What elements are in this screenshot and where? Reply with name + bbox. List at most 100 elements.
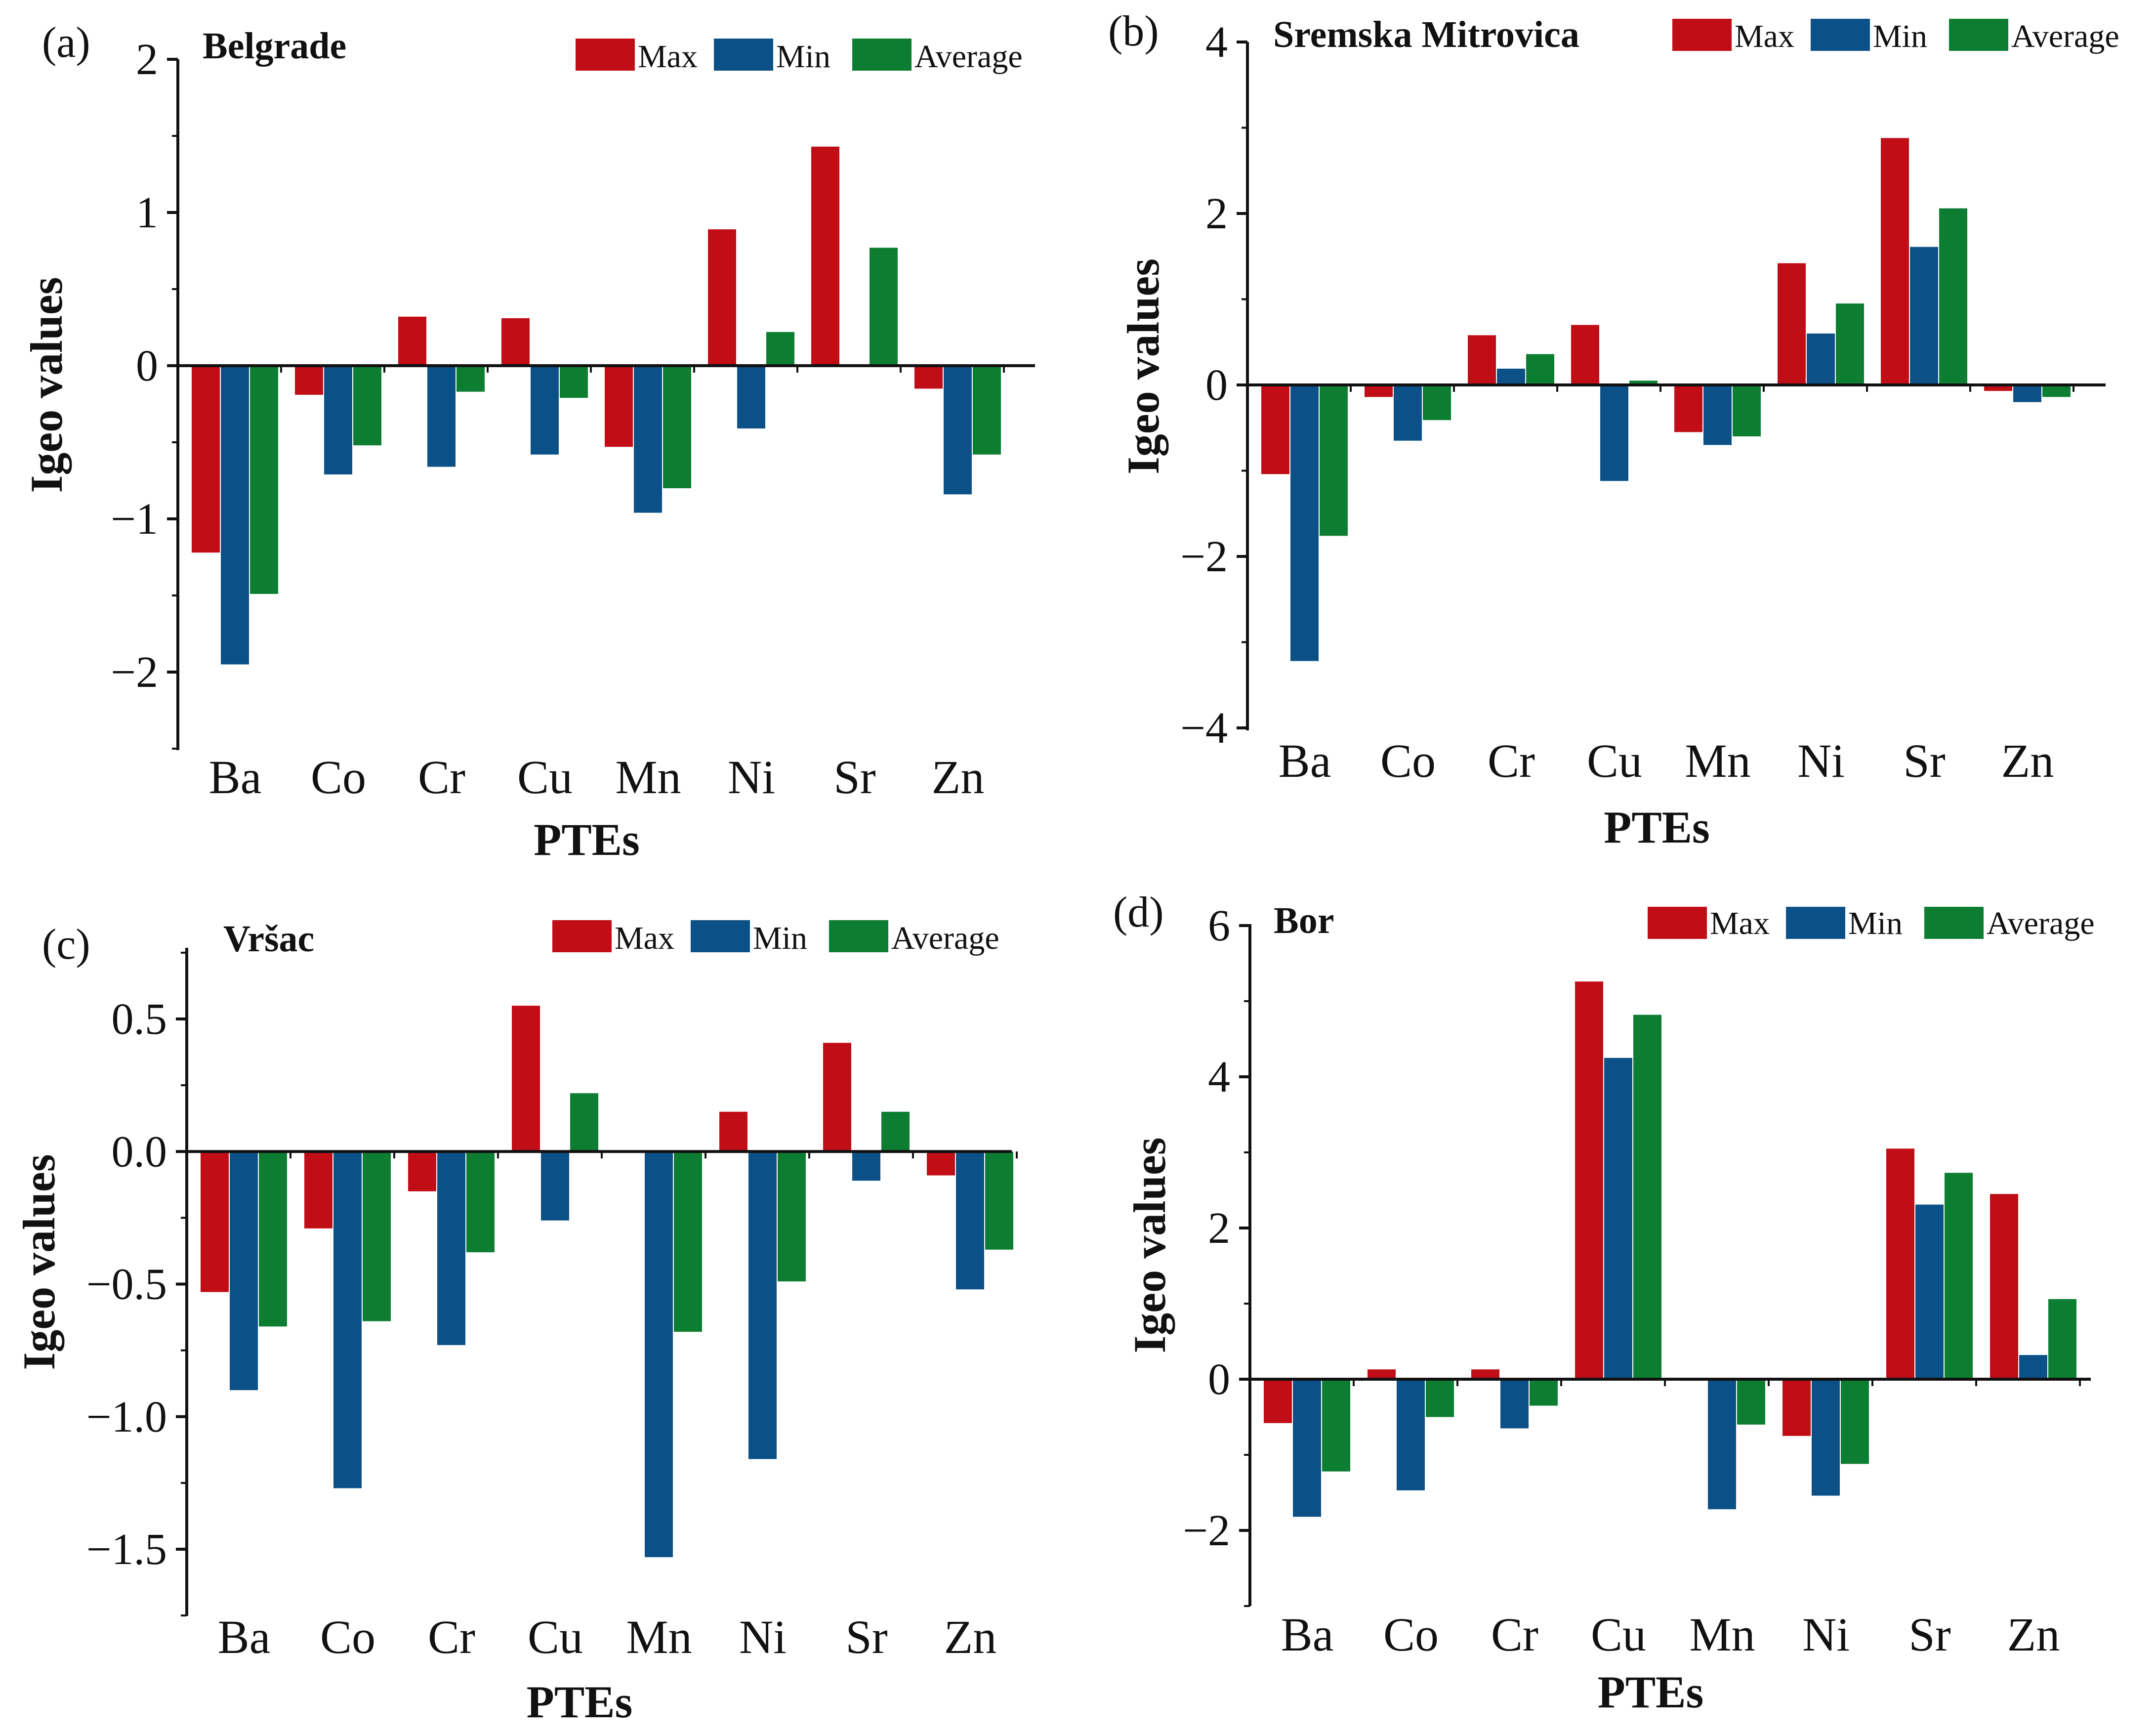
category-label-ni: Ni (1797, 734, 1845, 787)
bar-max-ba (1261, 385, 1289, 474)
category-label-zn: Zn (932, 751, 985, 804)
bar-min-cr (427, 366, 456, 467)
bar-min-ba (221, 366, 249, 665)
bar-min-sr (1915, 1204, 1944, 1379)
bar-min-co (1397, 1379, 1425, 1490)
category-label-co: Co (1380, 734, 1436, 787)
legend-swatch-average (1949, 19, 2008, 51)
bar-max-ba (1264, 1379, 1292, 1423)
category-label-cr: Cr (428, 1610, 475, 1663)
bar-average-zn (2048, 1299, 2076, 1379)
category-label-co: Co (320, 1610, 375, 1663)
bar-max-sr (1886, 1148, 1914, 1379)
category-label-cr: Cr (418, 751, 465, 804)
bar-average-mn (663, 366, 691, 488)
bar-min-cr (1497, 369, 1525, 385)
y-tick-label: −2 (1180, 532, 1228, 581)
bar-average-zn (973, 366, 1001, 455)
legend-swatch-average (852, 39, 912, 71)
bar-max-co (304, 1151, 332, 1228)
legend: Max Min Average (552, 920, 999, 956)
bar-min-ni (1807, 333, 1835, 385)
category-label-sr: Sr (1908, 1608, 1950, 1661)
bar-min-sr (1910, 247, 1938, 385)
category-label-ba: Ba (1281, 1608, 1334, 1661)
bar-min-co (324, 366, 352, 475)
x-axis-title: PTEs (1598, 1667, 1704, 1717)
panel-title: Belgrade (203, 25, 346, 67)
chart-panel-4: (d) Bor −2 0 2 4 6 Ba Co Cr Cu Mn Ni Sr Zn PTEs Igeo val… (1113, 889, 2095, 1717)
bar-average-mn (1733, 385, 1761, 437)
bar-max-mn (605, 366, 633, 447)
bar-min-zn (2019, 1355, 2047, 1379)
bar-average-co (353, 366, 381, 446)
y-tick-label: −1.5 (86, 1525, 167, 1574)
x-axis-title: PTEs (1604, 802, 1710, 852)
bar-min-mn (634, 366, 662, 513)
x-axis-title: PTEs (534, 814, 640, 865)
legend-swatch-average (1924, 907, 1984, 939)
panel-title: Sremska Mitrovica (1273, 14, 1579, 55)
y-axis-title: Igeo values (21, 277, 72, 493)
legend-swatch-min (691, 920, 750, 952)
category-label-sr: Sr (845, 1610, 887, 1663)
legend-label-max: Max (1735, 18, 1794, 54)
y-tick-label: −0.5 (86, 1260, 167, 1309)
bar-max-zn (927, 1151, 955, 1176)
category-label-mn: Mn (1685, 734, 1750, 787)
bar-max-ba (192, 366, 220, 553)
y-axis-title: Igeo values (1124, 1138, 1175, 1354)
bar-max-sr (811, 146, 839, 366)
bar-average-co (1426, 1379, 1454, 1417)
legend-swatch-min (1811, 19, 1870, 51)
legend-label-min: Min (776, 39, 830, 75)
legend-label-average: Average (1987, 905, 2095, 941)
category-label-zn: Zn (944, 1610, 997, 1663)
bar-average-ba (1322, 1379, 1350, 1472)
category-label-co: Co (1383, 1608, 1439, 1661)
bar-max-ni (1778, 263, 1806, 385)
y-tick-label: 2 (1208, 1204, 1230, 1253)
bar-min-zn (956, 1151, 984, 1290)
category-label-sr: Sr (833, 751, 875, 804)
bar-max-cr (1468, 335, 1496, 385)
bar-max-cu (512, 1006, 540, 1152)
bar-min-co (333, 1151, 362, 1488)
category-label-ba: Ba (218, 1610, 271, 1663)
category-label-sr: Sr (1903, 734, 1945, 787)
bar-min-mn (1703, 385, 1732, 445)
bar-average-cu (1629, 381, 1658, 385)
y-tick-label: 4 (1208, 1053, 1230, 1101)
legend: Max Min Average (1648, 905, 2095, 941)
chart-panel-3: (c) Vršac −1.5 −1.0 −0.5 0.0 0.5 Ba Co Cr Cu Mn Ni Sr… (14, 918, 1018, 1727)
bar-min-ba (230, 1151, 258, 1391)
bar-min-sr (852, 1151, 880, 1181)
y-tick-label: 0.5 (112, 995, 167, 1044)
category-label-zn: Zn (2007, 1608, 2060, 1661)
bar-min-mn (1708, 1379, 1736, 1510)
legend-label-min: Min (1848, 905, 1903, 941)
y-tick-label: −1 (111, 495, 158, 544)
bar-max-ni (719, 1111, 747, 1152)
bar-min-cu (541, 1151, 569, 1221)
bar-average-ni (778, 1151, 806, 1282)
bar-average-ni (766, 332, 794, 366)
y-tick-label: 0.0 (112, 1127, 167, 1176)
bar-min-mn (645, 1151, 673, 1558)
bar-min-cu (531, 366, 559, 455)
panel-letter: (d) (1113, 889, 1164, 936)
category-label-mn: Mn (626, 1610, 692, 1663)
bar-average-sr (1945, 1173, 1973, 1379)
legend-label-average: Average (2011, 18, 2119, 54)
bar-average-cu (1633, 1015, 1661, 1379)
y-tick-label: 2 (136, 35, 158, 84)
bar-min-ni (748, 1151, 777, 1459)
category-label-cu: Cu (1591, 1608, 1646, 1661)
bar-average-mn (1737, 1379, 1765, 1425)
bar-max-co (1365, 385, 1393, 397)
panel-title: Vršac (223, 918, 314, 960)
y-tick-label: 2 (1205, 189, 1228, 238)
bar-max-cu (501, 318, 530, 366)
panel-letter: (c) (42, 921, 90, 969)
legend-label-min: Min (753, 920, 807, 956)
